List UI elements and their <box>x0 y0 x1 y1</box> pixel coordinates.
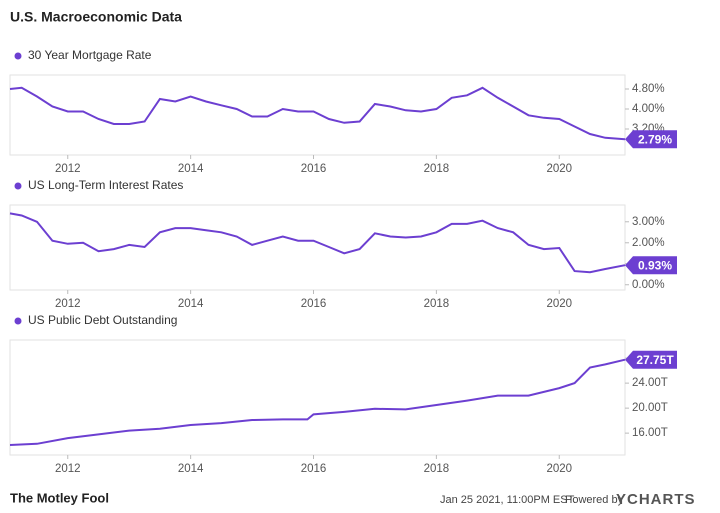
x-tick-label: 2020 <box>546 298 572 310</box>
data-line <box>9 358 626 446</box>
data-line <box>9 86 626 141</box>
panel-frame <box>9 204 626 291</box>
last-value-label: 0.93% <box>638 258 672 272</box>
last-value-label: 2.79% <box>638 132 672 146</box>
legend-label: 30 Year Mortgage Rate <box>28 48 152 62</box>
x-tick-label: 2018 <box>424 163 450 175</box>
last-value-badge <box>625 350 677 369</box>
brand-logo: The Motley Fool <box>10 490 109 505</box>
x-tick-label: 2012 <box>55 163 81 175</box>
last-value-badge <box>625 130 677 149</box>
panel-frame <box>9 339 626 456</box>
legend-label: US Long-Term Interest Rates <box>28 178 183 192</box>
legend-marker <box>14 182 22 190</box>
legend-marker <box>14 52 22 60</box>
provider-logo: YCHARTS <box>616 491 696 508</box>
y-tick-label: 4.00% <box>632 103 665 115</box>
data-line <box>9 212 626 274</box>
x-tick-label: 2012 <box>55 463 81 475</box>
x-tick-label: 2018 <box>424 298 450 310</box>
y-tick-label: 2.00% <box>632 237 665 249</box>
y-tick-label: 16.00T <box>632 427 668 439</box>
x-tick-label: 2020 <box>546 463 572 475</box>
x-tick-label: 2016 <box>301 298 327 310</box>
y-tick-label: 20.00T <box>632 402 668 414</box>
legend-marker <box>14 317 22 325</box>
x-tick-label: 2020 <box>546 163 572 175</box>
timestamp: Jan 25 2021, 11:00PM EST. <box>440 494 576 506</box>
powered-by: Powered by <box>565 494 624 506</box>
y-tick-label: 24.00T <box>632 377 668 389</box>
x-tick-label: 2012 <box>55 298 81 310</box>
last-value-badge <box>625 256 677 275</box>
x-tick-label: 2016 <box>301 463 327 475</box>
x-tick-label: 2014 <box>178 163 204 175</box>
last-value-label: 27.75T <box>636 353 674 367</box>
x-tick-label: 2018 <box>424 463 450 475</box>
x-tick-label: 2014 <box>178 298 204 310</box>
y-tick-label: 3.00% <box>632 216 665 228</box>
panel-frame <box>9 74 626 156</box>
y-tick-label: 0.00% <box>632 279 665 291</box>
y-tick-label: 4.80% <box>632 83 665 95</box>
legend-label: US Public Debt Outstanding <box>28 313 177 327</box>
chart-title: U.S. Macroeconomic Data <box>10 9 182 25</box>
x-tick-label: 2014 <box>178 463 204 475</box>
x-tick-label: 2016 <box>301 163 327 175</box>
